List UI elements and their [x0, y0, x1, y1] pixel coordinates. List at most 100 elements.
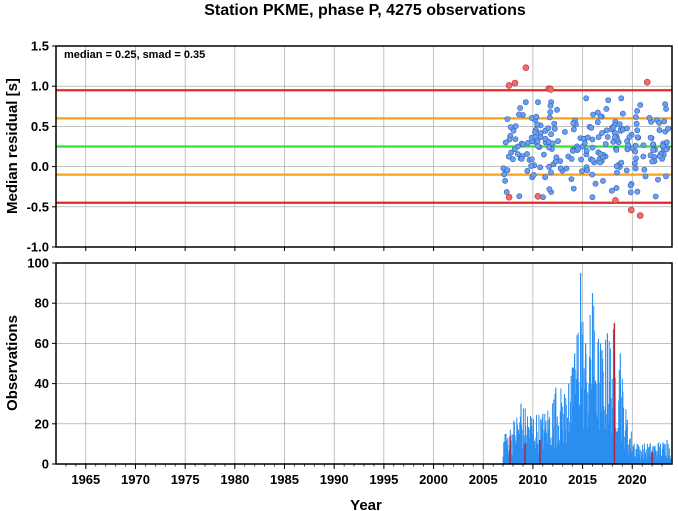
residual-point [616, 121, 623, 127]
residual-point [663, 106, 669, 112]
residual-point [610, 124, 617, 131]
year-x-ticks: 1965 1970 1975 1980 1985 1990 1995 2000 2005 2010… [65, 247, 663, 487]
residual-point [515, 151, 521, 157]
residual-point [632, 160, 638, 167]
residual-point [663, 173, 669, 180]
residual-point [579, 168, 585, 175]
outlier-point [612, 197, 619, 204]
residual-point [545, 125, 552, 132]
outlier-point [522, 64, 530, 71]
y-tick-label: -1.0 [27, 240, 49, 255]
y-tick-label: 20 [35, 416, 49, 431]
residual-point [548, 169, 554, 176]
residual-point [624, 138, 630, 144]
residual-point [632, 148, 639, 155]
residual-point [620, 110, 626, 117]
residual-point [604, 134, 611, 140]
chart-title: Station PKME, phase P, 4275 observations [204, 2, 526, 19]
residual-point [613, 146, 620, 153]
x-tick-label: 1970 [121, 472, 150, 487]
residual-panel: 1.5 1.0 0.5 0.0 -0.5 -1.0 median = 0.25, smad… [4, 39, 673, 255]
y-tick-label: 100 [27, 256, 49, 271]
residual-point [528, 163, 534, 169]
outlier-point [534, 193, 542, 200]
residual-point [642, 173, 649, 180]
x-tick-label: 1990 [320, 472, 349, 487]
residual-point [520, 141, 526, 148]
x-tick-label: 2000 [419, 472, 448, 487]
x-tick-label: 1980 [220, 472, 249, 487]
residual-point [618, 95, 625, 102]
residual-y-label: Median residual [s] [4, 78, 21, 214]
residual-point [554, 106, 560, 113]
residual-point [502, 139, 509, 146]
y-tick-label: 40 [35, 376, 49, 391]
outlier-point [627, 206, 635, 214]
residual-point [650, 141, 656, 148]
residual-point [613, 185, 620, 191]
residual-point [551, 125, 558, 132]
residual-point [655, 176, 661, 183]
residual-point [516, 111, 522, 118]
residual-point [546, 186, 553, 193]
residual-point [612, 134, 618, 141]
residual-point [524, 167, 531, 174]
x-tick-label: 1975 [171, 472, 200, 487]
residual-point [508, 149, 515, 156]
residual-point [605, 97, 612, 104]
residual-point [633, 155, 639, 162]
residual-point [634, 127, 641, 134]
residual-point [570, 185, 577, 192]
y-tick-label: -0.5 [27, 199, 49, 214]
y-tick-label: 1.5 [31, 39, 49, 54]
residual-point [503, 189, 510, 195]
residual-point [511, 146, 518, 153]
residual-point [585, 134, 591, 141]
residual-point [535, 143, 541, 149]
x-tick-label: 1985 [270, 472, 299, 487]
residual-point [641, 166, 648, 173]
residual-point [583, 95, 590, 102]
x-axis-label: Year [350, 497, 382, 511]
outlier-point [505, 193, 513, 201]
residual-point [589, 194, 596, 201]
residual-point [663, 146, 670, 153]
residual-point [501, 171, 507, 178]
residual-point [575, 145, 582, 152]
residual-point [633, 120, 640, 127]
x-tick-label: 1995 [369, 472, 398, 487]
residual-point [537, 164, 544, 171]
residual-point [570, 120, 577, 127]
residual-point [517, 105, 523, 111]
residual-point [652, 193, 659, 200]
residual-point [557, 165, 564, 172]
residual-point [609, 187, 615, 194]
residual-point [656, 153, 663, 160]
residual-point [512, 123, 519, 129]
residual-point [661, 118, 667, 125]
residual-point [588, 124, 595, 131]
residual-point [568, 155, 575, 162]
residual-point [512, 136, 519, 142]
residual-point [647, 134, 654, 141]
residual-point [507, 124, 514, 130]
residual-point [659, 143, 666, 150]
residual-point [627, 189, 634, 196]
residual-point [541, 151, 547, 158]
residual-point [506, 136, 513, 143]
residual-point [563, 165, 570, 172]
residual-point [504, 167, 511, 174]
residual-point [613, 163, 620, 170]
y-tick-label: 80 [35, 296, 49, 311]
residual-point [518, 155, 525, 162]
residual-point [623, 167, 630, 174]
residual-point [502, 177, 508, 184]
residual-point [597, 159, 603, 166]
residual-point [647, 152, 654, 159]
residual-point [603, 106, 610, 112]
residual-point [590, 111, 596, 118]
residual-point [634, 108, 640, 114]
residual-point [634, 188, 641, 195]
x-tick-label: 1965 [71, 472, 100, 487]
residual-point [650, 147, 656, 153]
